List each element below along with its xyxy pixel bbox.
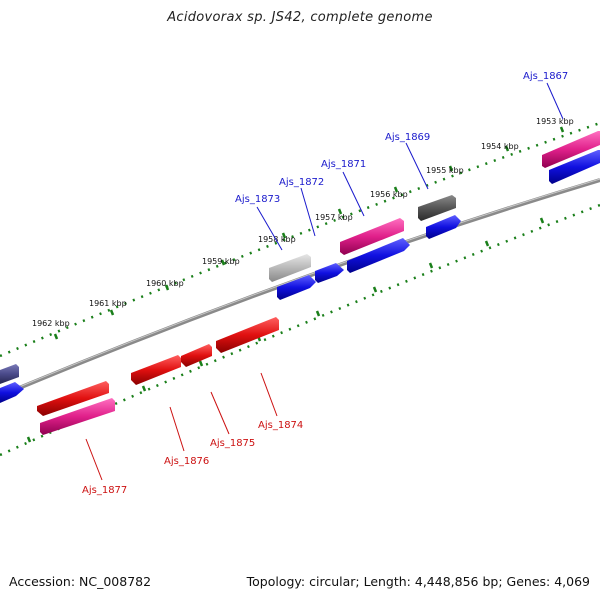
map-title: Acidovorax sp. JS42, complete genome bbox=[167, 10, 433, 25]
gene-label-ajs-1876: Ajs_1876 bbox=[164, 456, 209, 467]
gene-label-ajs-1875: Ajs_1875 bbox=[210, 438, 255, 449]
gene-label-ajs-1874: Ajs_1874 bbox=[258, 420, 303, 431]
gene-blue-1873 bbox=[277, 275, 316, 300]
gene-blue-1872 bbox=[315, 263, 344, 283]
gene-red-1877 bbox=[37, 381, 109, 416]
gene-label-ajs-1867: Ajs_1867 bbox=[523, 71, 568, 82]
inner-tick-track bbox=[0, 203, 600, 457]
upper-strand-genes bbox=[0, 131, 600, 384]
kbp-label-1957: 1957 kbp bbox=[315, 213, 353, 222]
gene-light-1873 bbox=[269, 254, 311, 282]
kbp-label-1958: 1958 kbp bbox=[258, 235, 296, 244]
gene-blue-left bbox=[0, 382, 24, 403]
kbp-label-1959: 1959 kbp bbox=[202, 257, 240, 266]
outer-tick-track bbox=[0, 121, 600, 358]
gene-blue-1867 bbox=[549, 150, 600, 184]
kbp-label-1956: 1956 kbp bbox=[370, 190, 408, 199]
gene-label-ajs-1871: Ajs_1871 bbox=[321, 159, 366, 170]
top-label-leaders bbox=[256, 82, 564, 251]
genome-summary-text: Topology: circular; Length: 4,448,856 bp… bbox=[246, 574, 590, 589]
gene-blue-1869 bbox=[426, 215, 461, 239]
gene-red-1875 bbox=[181, 344, 212, 367]
kbp-label-1962: 1962 kbp bbox=[32, 319, 70, 328]
gene-grey-1869 bbox=[418, 195, 456, 221]
gene-pink-1877 bbox=[40, 398, 115, 435]
gene-red-1874 bbox=[216, 317, 279, 353]
kbp-label-1961: 1961 kbp bbox=[89, 299, 127, 308]
kbp-tick-labels: 1953 kbp 1954 kbp 1955 kbp 1956 kbp 1957… bbox=[32, 117, 574, 328]
gene-blue-1871 bbox=[347, 238, 410, 273]
top-gene-labels: Ajs_1867 Ajs_1869 Ajs_1871 Ajs_1872 Ajs_… bbox=[235, 71, 568, 205]
gene-red-1876 bbox=[131, 355, 181, 385]
gene-slate-left bbox=[0, 364, 19, 384]
red-strand-genes bbox=[37, 317, 279, 435]
accession-text: Accession: NC_008782 bbox=[9, 574, 152, 589]
gene-label-ajs-1869: Ajs_1869 bbox=[385, 132, 430, 143]
outer-major-ticks bbox=[53, 126, 565, 340]
gene-label-ajs-1877: Ajs_1877 bbox=[82, 485, 127, 496]
kbp-label-1955: 1955 kbp bbox=[426, 166, 464, 175]
blue-strand-genes bbox=[0, 150, 600, 403]
gene-pink-1867 bbox=[542, 131, 600, 168]
bottom-label-leaders bbox=[85, 372, 278, 481]
gene-label-ajs-1872: Ajs_1872 bbox=[279, 177, 324, 188]
kbp-label-1954: 1954 kbp bbox=[481, 142, 519, 151]
gene-label-ajs-1873: Ajs_1873 bbox=[235, 194, 280, 205]
bottom-gene-labels: Ajs_1874 Ajs_1875 Ajs_1876 Ajs_1877 bbox=[82, 420, 303, 496]
kbp-label-1960: 1960 kbp bbox=[146, 279, 184, 288]
gene-pink-1871 bbox=[340, 218, 404, 255]
kbp-label-1953: 1953 kbp bbox=[536, 117, 574, 126]
